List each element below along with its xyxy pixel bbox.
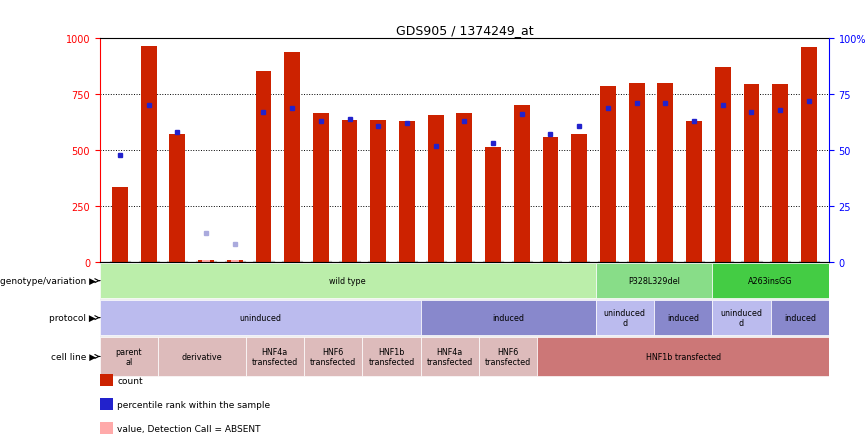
Bar xyxy=(773,85,788,263)
Text: HNF1b transfected: HNF1b transfected xyxy=(646,352,720,361)
Bar xyxy=(255,72,272,263)
Bar xyxy=(112,187,128,263)
Bar xyxy=(801,48,817,263)
Text: induced: induced xyxy=(492,313,524,322)
Text: genotype/variation ▶: genotype/variation ▶ xyxy=(0,276,96,286)
Bar xyxy=(744,85,760,263)
Bar xyxy=(202,260,210,263)
Text: HNF4a
transfected: HNF4a transfected xyxy=(252,347,298,366)
Text: HNF6
transfected: HNF6 transfected xyxy=(485,347,531,366)
Text: cell line ▶: cell line ▶ xyxy=(51,352,96,361)
FancyBboxPatch shape xyxy=(362,337,421,376)
Text: parent
al: parent al xyxy=(115,347,142,366)
Bar xyxy=(571,135,587,263)
Bar xyxy=(514,106,529,263)
Bar xyxy=(313,114,329,263)
Bar xyxy=(542,138,558,263)
Bar xyxy=(141,47,156,263)
Bar xyxy=(231,260,239,263)
FancyBboxPatch shape xyxy=(479,337,537,376)
Text: uninduced: uninduced xyxy=(240,313,281,322)
FancyBboxPatch shape xyxy=(100,263,595,299)
FancyBboxPatch shape xyxy=(537,337,829,376)
Bar xyxy=(169,135,185,263)
FancyBboxPatch shape xyxy=(421,337,479,376)
Text: value, Detection Call = ABSENT: value, Detection Call = ABSENT xyxy=(117,424,260,433)
FancyBboxPatch shape xyxy=(100,300,421,335)
FancyBboxPatch shape xyxy=(713,300,771,335)
Bar xyxy=(342,121,358,263)
Bar xyxy=(428,116,444,263)
Bar xyxy=(198,260,214,263)
FancyBboxPatch shape xyxy=(246,337,304,376)
FancyBboxPatch shape xyxy=(158,337,246,376)
Text: induced: induced xyxy=(667,313,699,322)
Text: HNF6
transfected: HNF6 transfected xyxy=(310,347,356,366)
FancyBboxPatch shape xyxy=(100,337,158,376)
FancyBboxPatch shape xyxy=(595,300,654,335)
Text: uninduced
d: uninduced d xyxy=(604,308,646,328)
Bar xyxy=(284,53,300,263)
Text: count: count xyxy=(117,376,143,385)
FancyBboxPatch shape xyxy=(654,300,713,335)
Text: A263insGG: A263insGG xyxy=(748,276,792,286)
Bar xyxy=(657,84,674,263)
Text: percentile rank within the sample: percentile rank within the sample xyxy=(117,400,270,409)
Bar xyxy=(227,260,243,263)
Bar xyxy=(399,122,415,263)
Bar xyxy=(686,122,702,263)
FancyBboxPatch shape xyxy=(713,263,829,299)
Bar xyxy=(485,148,501,263)
Bar xyxy=(371,121,386,263)
Text: wild type: wild type xyxy=(330,276,366,286)
FancyBboxPatch shape xyxy=(771,300,829,335)
Text: uninduced
d: uninduced d xyxy=(720,308,762,328)
Bar xyxy=(715,68,731,263)
Bar xyxy=(600,87,615,263)
Text: P328L329del: P328L329del xyxy=(628,276,680,286)
Bar xyxy=(628,84,645,263)
Text: derivative: derivative xyxy=(181,352,222,361)
Bar xyxy=(457,114,472,263)
Text: protocol ▶: protocol ▶ xyxy=(49,313,96,322)
FancyBboxPatch shape xyxy=(304,337,362,376)
Text: HNF4a
transfected: HNF4a transfected xyxy=(427,347,473,366)
Text: induced: induced xyxy=(784,313,816,322)
FancyBboxPatch shape xyxy=(595,263,713,299)
Text: HNF1b
transfected: HNF1b transfected xyxy=(368,347,415,366)
FancyBboxPatch shape xyxy=(421,300,595,335)
Title: GDS905 / 1374249_at: GDS905 / 1374249_at xyxy=(396,23,533,36)
